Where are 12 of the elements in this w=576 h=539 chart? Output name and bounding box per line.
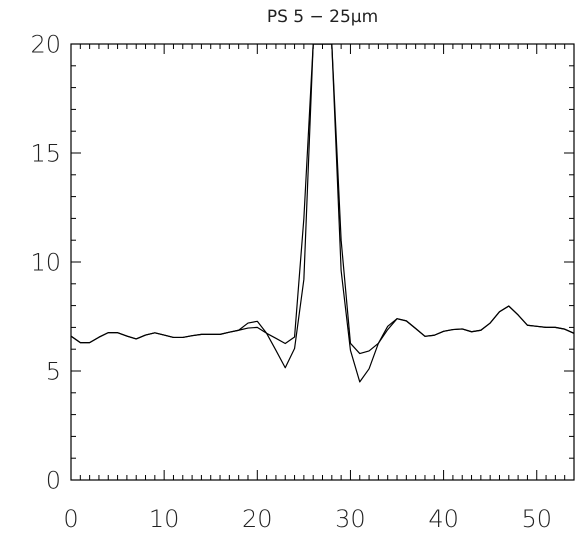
y-tick-label: 10 — [30, 248, 61, 276]
y-tick-label: 0 — [46, 466, 61, 494]
x-tick-label: 50 — [521, 505, 552, 533]
x-tick-label: 20 — [242, 505, 273, 533]
x-tick-label: 40 — [428, 505, 459, 533]
y-tick-label: 5 — [46, 357, 61, 386]
x-tick-label: 10 — [148, 505, 180, 533]
y-tick-label: 20 — [30, 30, 61, 58]
y-tick-label: 15 — [30, 139, 61, 168]
x-tick-label: 0 — [63, 505, 79, 533]
chart-title: PS 5 − 25µm — [266, 7, 378, 27]
x-tick-label: 30 — [335, 505, 366, 533]
